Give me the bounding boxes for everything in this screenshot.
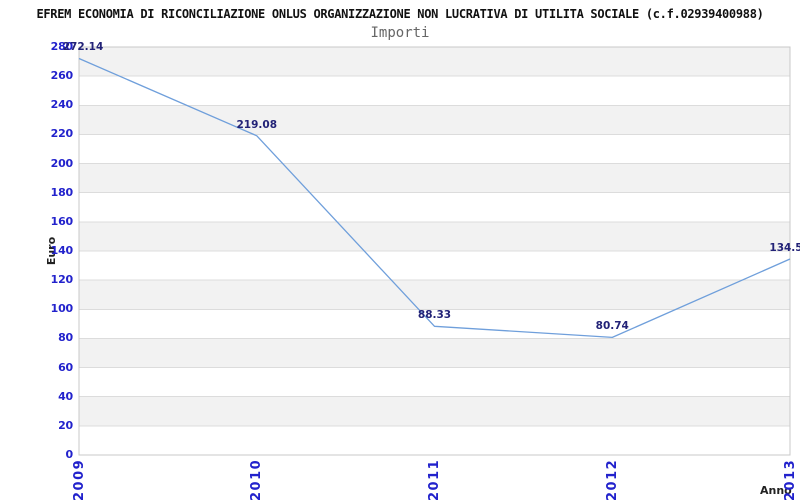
plot-border [78,46,791,456]
band [79,396,790,426]
band [79,221,790,251]
band [79,47,790,77]
chart-title: EFREM ECONOMIA DI RICONCILIAZIONE ONLUS … [36,7,764,21]
band [79,338,790,368]
chart-subtitle: Importi [370,25,430,41]
band [79,280,790,310]
band [79,163,790,193]
band [79,105,790,135]
data-line [78,57,791,339]
